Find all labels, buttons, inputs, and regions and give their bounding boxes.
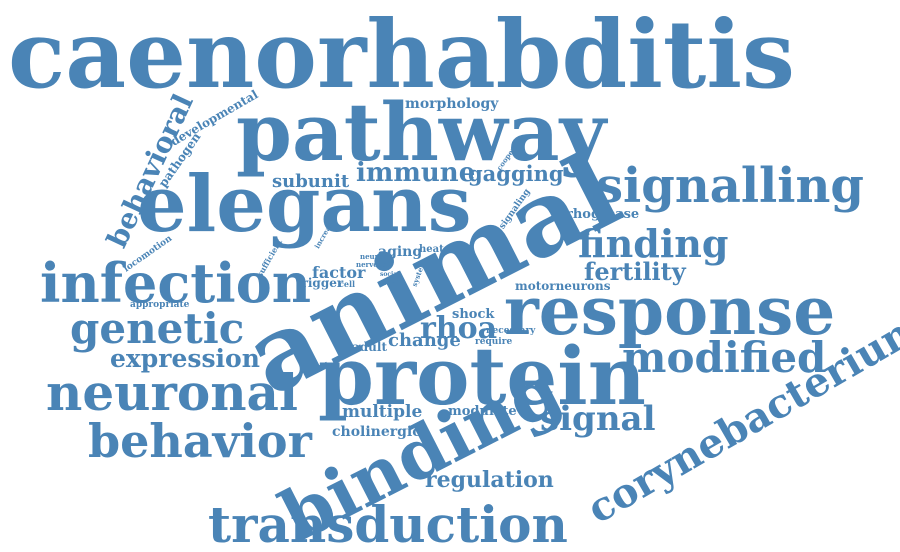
- word-adult: adult: [352, 340, 387, 354]
- word-aging: aging: [378, 244, 423, 260]
- word-finding: finding: [578, 221, 729, 266]
- word-necessary: necessary: [486, 326, 536, 336]
- word-response: response: [504, 272, 836, 350]
- word-morphology: morphology: [405, 96, 499, 112]
- word-nervous: nervous: [356, 260, 387, 269]
- word-change: change: [388, 330, 461, 351]
- word-immune: immune: [356, 158, 476, 188]
- word-strain: strain: [383, 280, 403, 287]
- word-signalling: signalling: [596, 158, 864, 214]
- word-protein: protein: [318, 329, 646, 423]
- word-subunit: subunit: [272, 171, 350, 192]
- word-cell: cell: [339, 279, 356, 289]
- word-modulate: modulate: [448, 404, 517, 419]
- word-appropriate: appropriate: [130, 300, 190, 310]
- word-behavior: behavior: [88, 414, 312, 468]
- word-require: require: [475, 337, 513, 347]
- word-factor: factor: [312, 263, 366, 282]
- word-infection: infection: [40, 251, 311, 315]
- word-social: social: [380, 271, 400, 278]
- word-modified: modified: [622, 333, 827, 382]
- word-motorneurons: motorneurons: [515, 279, 611, 293]
- word-rhoa: rhoa: [420, 311, 498, 346]
- word-expression: expression: [110, 344, 260, 373]
- word-fertility: fertility: [584, 257, 686, 286]
- word-heat: heat: [419, 244, 444, 255]
- word-neuron: neuron: [360, 252, 389, 261]
- word-genetic: genetic: [70, 304, 245, 353]
- word-elegans: elegans: [137, 159, 472, 250]
- word-transduction: transduction: [208, 495, 568, 552]
- word-cholinergic: cholinergic: [332, 424, 421, 440]
- word-neuronal: neuronal: [46, 363, 298, 422]
- word-caenorhabditis: caenorhabditis: [8, 0, 795, 110]
- word-gagging: gagging: [468, 161, 564, 186]
- word-multiple: multiple: [342, 402, 423, 422]
- word-regulation: regulation: [425, 467, 554, 493]
- word-pathway: pathway: [236, 85, 607, 179]
- word-signal: signal: [540, 399, 656, 439]
- word-shock: shock: [452, 307, 495, 322]
- word-trigger: trigger: [296, 276, 344, 290]
- word-rhogtpase: rhogtpase: [566, 207, 640, 222]
